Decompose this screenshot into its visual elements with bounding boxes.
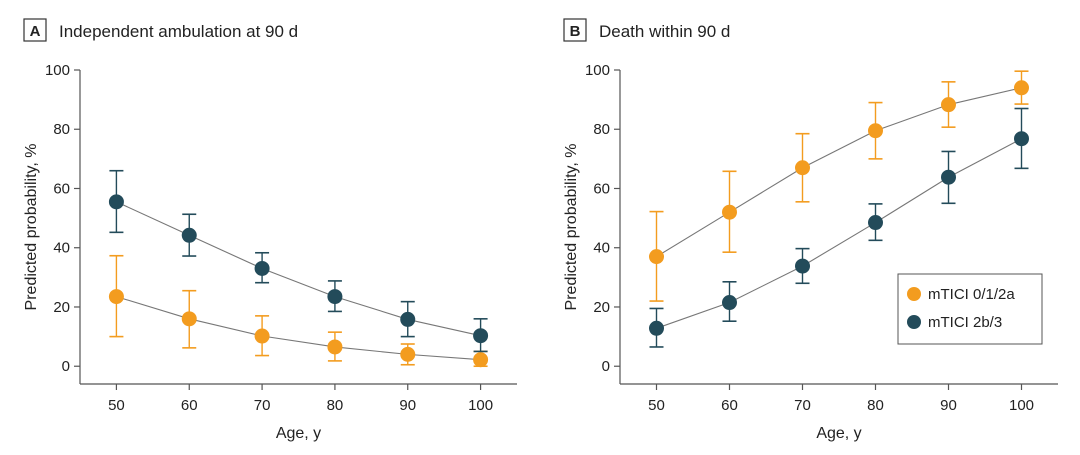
y-tick-label: 100 [585,62,610,79]
x-tick-label: 80 [327,397,344,414]
data-point [795,258,810,274]
data-point [868,215,883,231]
y-tick-label: 80 [593,121,610,138]
series-mtici-2b-3 [649,107,1029,348]
x-tick-label: 60 [181,397,198,414]
legend-box [897,273,1043,345]
y-tick-label: 40 [593,240,610,257]
data-point [795,160,810,176]
x-tick-label: 100 [468,397,493,414]
y-tick-label: 100 [45,62,70,79]
y-tick-label: 20 [593,299,610,316]
data-point [722,204,737,220]
data-point [327,289,343,305]
data-point [181,311,197,327]
y-axis-label: Predicted probability, % [563,144,580,311]
panel-label-box [563,18,587,42]
data-point [941,97,956,113]
x-axis-label: Age, y [276,425,321,442]
y-tick-label: 20 [53,299,70,316]
data-point [254,328,270,344]
x-axis-label: Age, y [816,425,861,442]
y-axis-label: Predicted probability, % [23,144,40,311]
y-tick-label: 0 [62,358,70,375]
y-tick-label: 40 [53,240,70,257]
legend: mTICI 0/1/2a mTICI 2b/3 [897,273,1043,345]
data-point [473,352,489,368]
x-tick-label: 80 [867,397,884,414]
x-tick-label: 100 [1009,397,1034,414]
panel-b: B Death within 90 d 0 20 40 60 80 100 50 60 70 80 90… [563,18,1058,442]
chart-title: Independent ambulation at 90 d [59,22,298,41]
series-mtici-0-1-2a [108,254,489,368]
legend-label: mTICI 2b/3 [928,314,1002,331]
series-line [116,296,481,361]
x-tick-label: 50 [648,397,665,414]
panel-label: B [570,23,581,40]
data-point [108,289,124,305]
y-tick-label: 0 [602,358,610,375]
data-point [1014,131,1029,147]
data-point [181,227,197,243]
data-point [400,311,416,327]
data-point [941,169,956,185]
series-mtici-2b-3 [108,169,489,353]
x-tick-label: 60 [721,397,738,414]
legend-marker [907,315,921,329]
series-line [656,87,1022,258]
data-point [649,320,664,336]
legend-marker [907,287,921,301]
series-mtici-0-1-2a [649,70,1029,302]
data-point [327,339,343,355]
x-tick-label: 70 [254,397,271,414]
y-tick-label: 80 [53,121,70,138]
data-point [649,249,664,265]
data-point [473,328,489,344]
series-line [116,201,481,337]
y-tick-label: 60 [593,180,610,197]
x-tick-label: 50 [108,397,125,414]
data-point [254,260,270,276]
chart-title: Death within 90 d [599,22,730,41]
legend-label: mTICI 0/1/2a [928,286,1015,303]
panel-a: A Independent ambulation at 90 d 0 20 40 60 80… [23,18,517,442]
x-tick-label: 70 [794,397,811,414]
data-point [1014,80,1029,96]
x-tick-label: 90 [940,397,957,414]
x-tick-label: 90 [399,397,416,414]
data-point [108,194,124,210]
panel-label-box [23,18,47,42]
panel-label: A [30,23,41,40]
y-tick-label: 60 [53,180,70,197]
data-point [868,123,883,139]
series-line [656,138,1022,329]
data-point [400,346,416,362]
data-point [722,295,737,311]
